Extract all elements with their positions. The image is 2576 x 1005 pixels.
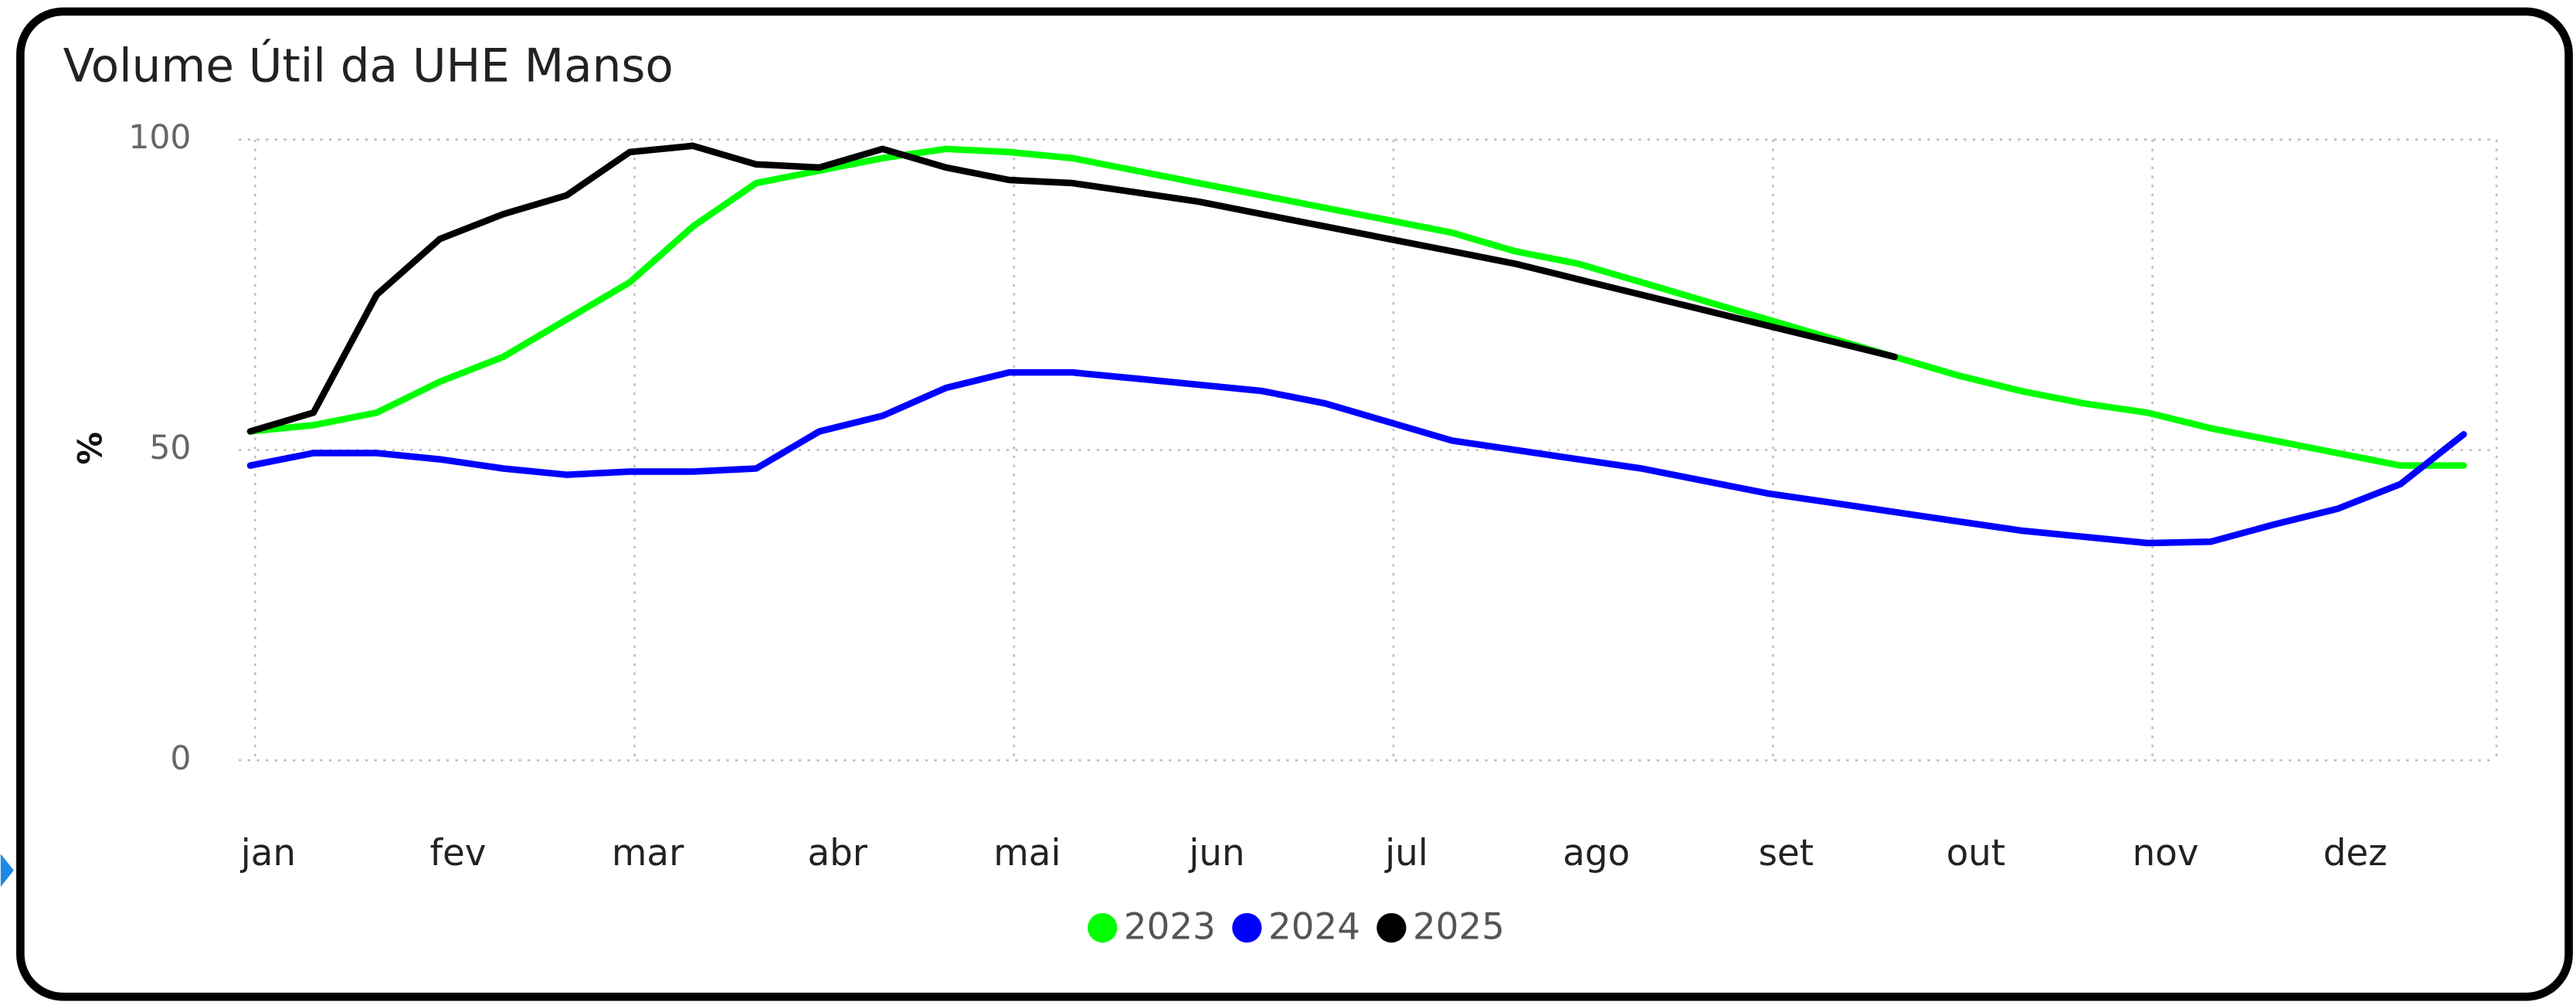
y-tick-label: 0 xyxy=(170,740,191,778)
y-tick-label: 100 xyxy=(128,119,191,157)
legend-swatch xyxy=(1232,912,1262,943)
x-tick-label: fev xyxy=(430,833,487,874)
legend-swatch xyxy=(1376,912,1407,943)
edge-marker xyxy=(0,854,14,887)
chart-title: Volume Útil da UHE Manso xyxy=(63,39,674,93)
x-tick-label: mar xyxy=(612,833,684,874)
legend-label: 2025 xyxy=(1413,907,1505,949)
x-tick-label: jun xyxy=(1188,833,1244,874)
line xyxy=(246,368,2467,547)
x-tick-label: jan xyxy=(240,833,296,874)
legend-label: 2023 xyxy=(1124,907,1216,949)
line xyxy=(246,145,2467,469)
x-tick-label: abr xyxy=(807,833,867,874)
x-tick-label: jul xyxy=(1384,833,1428,874)
x-tick-label: out xyxy=(1946,833,2006,874)
x-tick-label: mai xyxy=(993,833,1061,874)
x-tick-label: ago xyxy=(1563,833,1630,874)
x-tick-label: nov xyxy=(2133,833,2199,874)
x-tick-label: set xyxy=(1759,833,1814,874)
y-tick-label: 50 xyxy=(149,430,191,467)
legend-swatch xyxy=(1088,912,1118,943)
x-tick-label: dez xyxy=(2323,833,2388,874)
legend-label: 2024 xyxy=(1268,907,1360,949)
line xyxy=(246,142,1899,435)
y-axis-label: % xyxy=(72,432,110,465)
